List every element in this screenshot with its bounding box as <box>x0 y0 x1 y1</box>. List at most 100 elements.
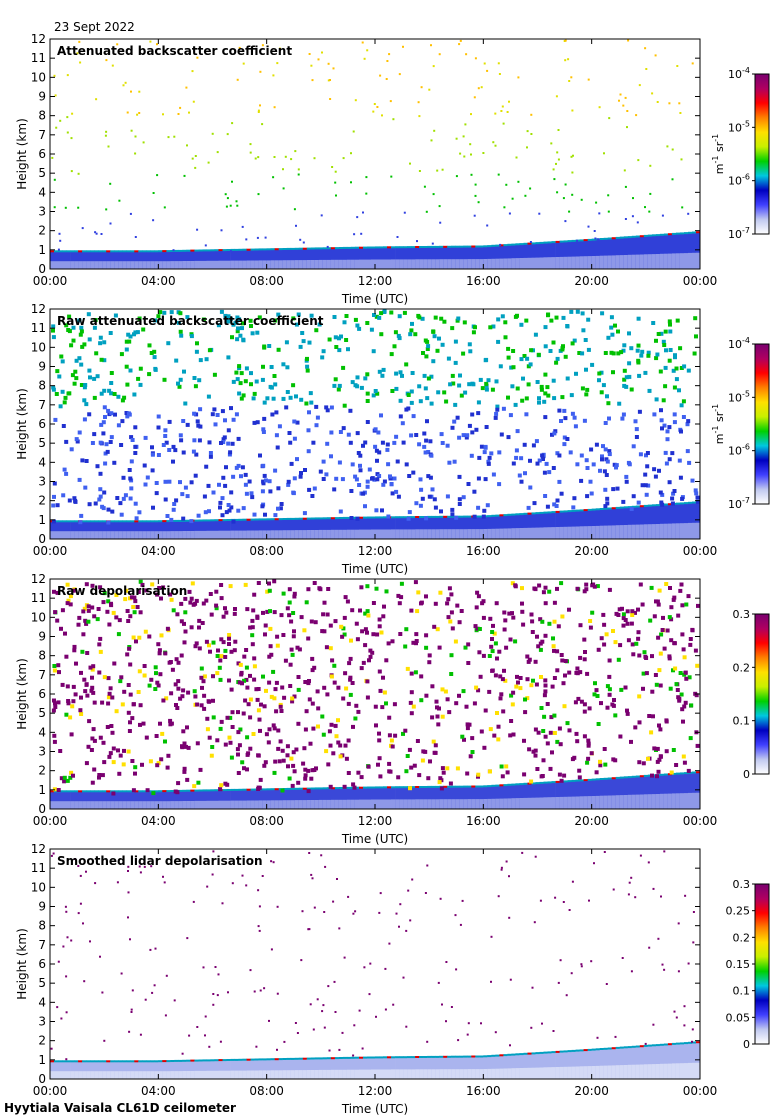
noise-dot <box>469 453 474 458</box>
noise-dot <box>426 344 431 349</box>
surface-layer-cell <box>354 259 360 269</box>
noise-dot <box>530 133 533 135</box>
surface-layer-cell <box>250 530 255 539</box>
boundary-layer-cell <box>655 775 661 809</box>
colorbar: 0.30.20.10 <box>733 608 770 781</box>
noise-dot <box>526 382 531 387</box>
noise-dot <box>414 501 419 506</box>
surface-layer-cell <box>375 259 380 269</box>
boundary-layer-cell <box>54 791 59 810</box>
noise-dot <box>572 154 574 157</box>
surface-layer-cell <box>66 531 71 539</box>
noise-dot <box>624 185 627 188</box>
noise-dot <box>265 396 270 401</box>
noise-dot <box>123 597 128 602</box>
layer-top-cell <box>403 516 408 519</box>
boundary-layer-cell <box>126 1061 131 1080</box>
noise-dot <box>256 581 261 585</box>
noise-dot <box>667 654 672 659</box>
surface-layer-cell <box>575 796 580 809</box>
noise-dot <box>411 640 416 645</box>
boundary-layer-cell <box>595 1049 601 1079</box>
boundary-layer-cell <box>583 1050 588 1079</box>
boundary-layer-cell <box>202 790 207 809</box>
boundary-layer-cell <box>274 519 280 539</box>
layer-top-cell <box>503 784 508 787</box>
surface-layer-cell <box>463 529 468 539</box>
noise-dot <box>482 152 485 154</box>
noise-dot <box>236 463 241 468</box>
layer-top-cell <box>551 511 556 514</box>
noise-dot <box>695 495 700 500</box>
layer-top-cell <box>342 516 348 519</box>
surface-layer-cell <box>439 799 444 809</box>
surface-layer-cell <box>367 1069 372 1079</box>
noise-dot <box>520 586 524 591</box>
surface-layer-cell <box>483 529 488 539</box>
boundary-layer-cell <box>555 242 560 269</box>
boundary-layer-cell <box>483 786 488 809</box>
boundary-layer-cell <box>166 1061 171 1079</box>
noise-dot <box>543 391 548 396</box>
noise-dot <box>637 373 642 378</box>
noise-dot <box>248 746 253 751</box>
noise-dot <box>492 141 495 144</box>
y-tick-label: 11 <box>31 51 46 65</box>
noise-dot <box>550 142 553 145</box>
noise-dot <box>272 579 277 584</box>
surface-layer-cell <box>54 531 59 539</box>
layer-top-cell <box>403 246 408 249</box>
noise-dot <box>603 152 605 155</box>
noise-dot <box>237 317 242 322</box>
noise-dot <box>497 62 500 65</box>
y-tick-label: 0 <box>38 262 46 276</box>
noise-dot <box>80 458 85 463</box>
noise-dot <box>78 40 81 43</box>
surface-layer-cell <box>455 259 460 269</box>
layer-top-cell <box>495 514 500 517</box>
noise-dot <box>495 407 500 412</box>
surface-layer-cell <box>511 798 516 809</box>
surface-layer-cell <box>371 529 376 539</box>
noise-dot <box>641 686 645 691</box>
noise-dot <box>665 437 670 442</box>
noise-dot <box>98 487 103 492</box>
noise-dot <box>367 467 372 472</box>
surface-layer-cell <box>535 797 540 809</box>
noise-dot <box>508 212 511 215</box>
layer-top-cell <box>547 241 552 244</box>
noise-dot <box>219 583 224 587</box>
surface-layer-cell <box>511 258 516 269</box>
noise-dot <box>283 658 288 663</box>
noise-dot <box>484 425 489 429</box>
noise-dot <box>359 775 364 780</box>
surface-layer-cell <box>515 1068 520 1079</box>
noise-dot <box>286 479 291 484</box>
layer-top-cell <box>467 1055 472 1058</box>
noise-dot <box>506 111 509 113</box>
boundary-layer-cell <box>571 511 576 539</box>
layer-top-cell <box>78 1060 83 1063</box>
noise-dot <box>663 450 668 455</box>
x-tick-label: 08:00 <box>249 274 284 288</box>
surface-layer-cell <box>483 259 488 269</box>
boundary-layer-cell <box>359 1058 364 1079</box>
layer-top-cell <box>70 520 75 523</box>
y-tick-label: 0 <box>38 802 46 816</box>
layer-top-cell <box>607 1047 613 1050</box>
surface-layer-cell <box>114 1071 119 1079</box>
layer-top-cell <box>643 1044 649 1047</box>
boundary-layer-cell <box>655 505 661 539</box>
noise-dot <box>268 626 273 631</box>
layer-top-cell <box>346 1056 352 1059</box>
layer-top-cell <box>391 246 396 249</box>
boundary-layer-cell <box>571 241 576 269</box>
surface-layer-cell <box>162 531 167 539</box>
noise-dot <box>113 313 118 318</box>
noise-dot <box>235 200 238 203</box>
noise-dot <box>118 501 123 506</box>
noise-dot <box>142 141 145 144</box>
boundary-layer-cell <box>623 237 629 269</box>
layer-top-cell <box>511 783 516 786</box>
